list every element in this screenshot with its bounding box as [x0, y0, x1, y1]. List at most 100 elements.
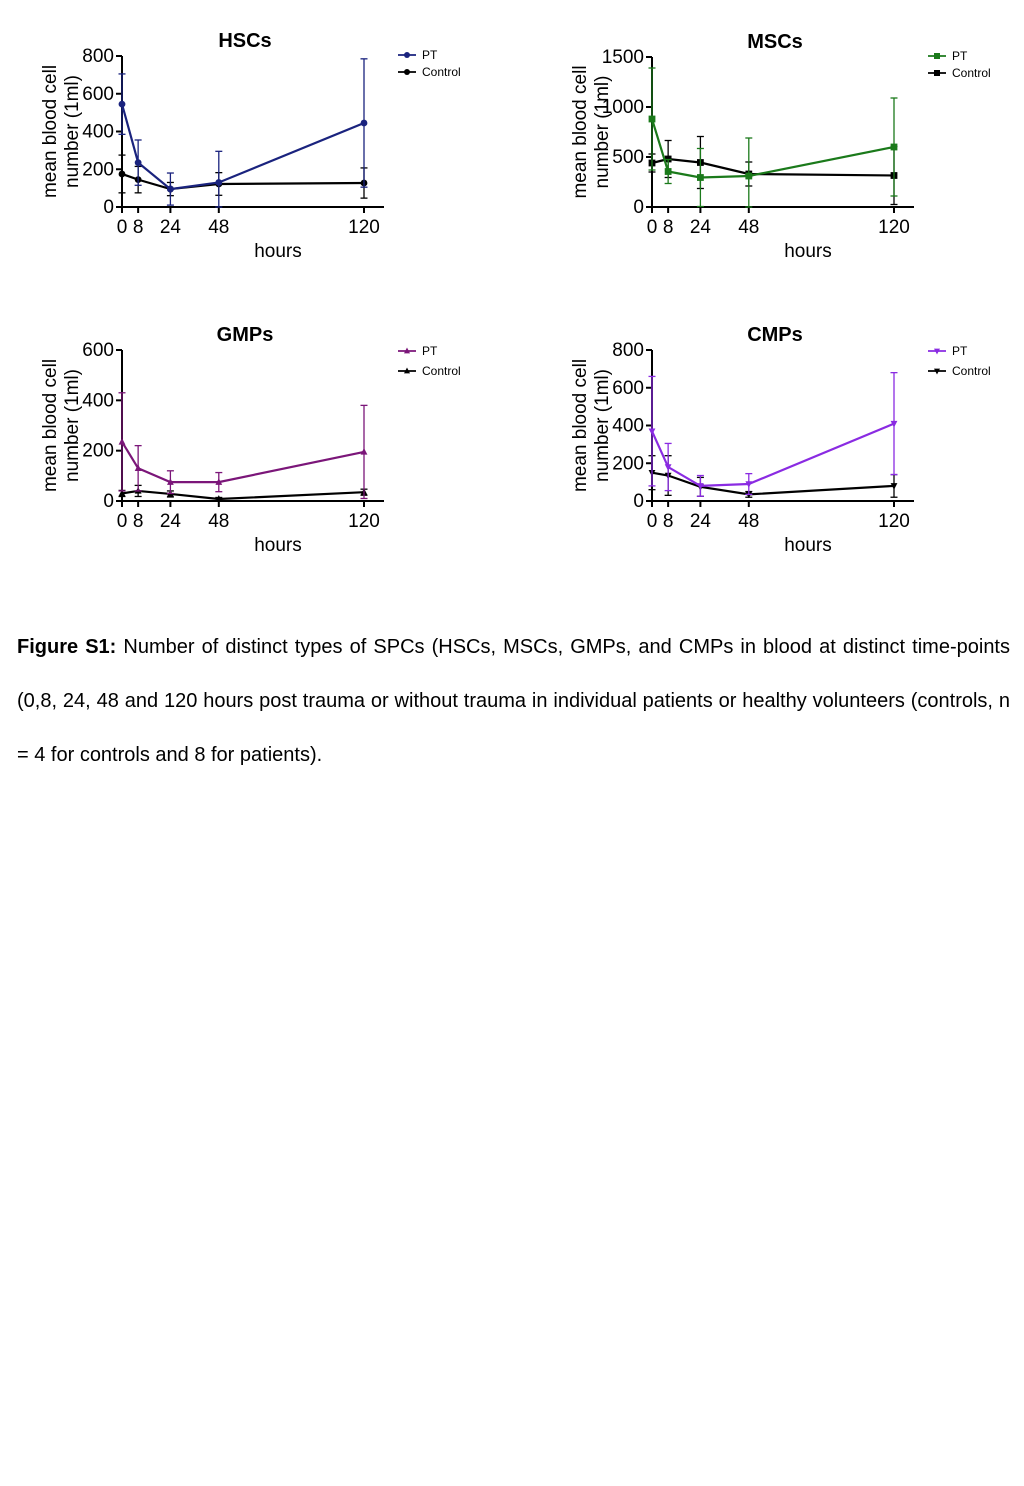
y-axis-label: number (1ml): [592, 369, 613, 482]
y-axis-label: number (1ml): [62, 369, 83, 482]
x-tick-label: 8: [133, 511, 144, 532]
y-tick-label: 800: [82, 46, 114, 67]
data-point: [697, 174, 704, 181]
legend-marker: [934, 348, 940, 355]
series-line: [651, 471, 895, 496]
y-axis-label: mean blood cell: [570, 65, 591, 198]
data-point: [697, 483, 704, 490]
y-tick-label: 200: [612, 453, 644, 474]
x-tick-label: 24: [690, 511, 712, 532]
data-point: [134, 159, 142, 167]
y-tick-label: 600: [612, 378, 644, 399]
chart-title: GMPs: [217, 324, 274, 346]
data-point: [890, 483, 898, 490]
y-tick-label: 0: [103, 197, 114, 218]
data-point: [648, 115, 656, 123]
caption-label: Figure S1:: [17, 636, 117, 658]
figure-caption: Figure S1: Number of distinct types of S…: [17, 620, 1010, 782]
y-tick-label: 1000: [602, 97, 644, 118]
data-point: [664, 168, 672, 175]
x-tick-label: 120: [878, 217, 910, 238]
y-tick-label: 0: [633, 491, 644, 512]
data-point: [167, 478, 174, 485]
data-point: [745, 481, 753, 488]
legend-marker: [934, 53, 940, 59]
x-tick-label: 24: [690, 217, 712, 238]
data-point: [215, 495, 223, 502]
legend-marker: [934, 368, 940, 375]
series-line: [121, 441, 365, 484]
x-tick-label: 120: [348, 511, 380, 532]
legend-label: Control: [952, 66, 991, 80]
y-tick-label: 400: [612, 416, 644, 437]
x-tick-label: 48: [738, 217, 759, 238]
data-point: [118, 100, 126, 108]
legend-label: PT: [422, 344, 438, 358]
legend-marker: [404, 347, 410, 354]
data-point: [134, 464, 142, 472]
data-point: [215, 179, 223, 186]
series-pt: [118, 58, 368, 208]
data-point: [664, 464, 672, 471]
x-tick-label: 8: [133, 217, 144, 238]
chart-gmps: GMPs 0 200 400 600 0 8 24 48 120 hours mean blood c…: [40, 324, 461, 556]
x-tick-label: 24: [160, 511, 182, 532]
x-axis-label: hours: [784, 535, 832, 556]
y-tick-label: 400: [82, 390, 114, 411]
chart-mscs: MSCs 0 500 1000 1500 0 8 24 48 120 hours mean blood…: [570, 31, 991, 262]
chart-title: HSCs: [218, 30, 271, 52]
series-line: [650, 118, 895, 179]
series-control: [118, 484, 368, 502]
legend-marker: [404, 69, 410, 75]
legend-label: Control: [952, 364, 991, 378]
data-point: [360, 119, 368, 127]
series-line: [651, 157, 895, 177]
x-tick-label: 24: [160, 217, 182, 238]
x-tick-label: 8: [663, 511, 674, 532]
chart-title: CMPs: [747, 324, 803, 346]
legend-label: PT: [952, 344, 968, 358]
series-pt: [118, 392, 368, 500]
legend-label: PT: [952, 49, 968, 63]
x-tick-label: 0: [117, 511, 128, 532]
y-axis-label: mean blood cell: [40, 65, 61, 198]
data-point: [118, 170, 126, 178]
data-point: [745, 172, 753, 180]
x-tick-label: 0: [117, 217, 128, 238]
legend-marker: [404, 367, 410, 374]
figure-charts: HSCs 0 200 400 600 800 0 8 24 48 120 hours mean bloo…: [0, 0, 1024, 580]
x-tick-label: 48: [208, 217, 229, 238]
series-line: [121, 489, 365, 501]
y-tick-label: 800: [612, 340, 644, 361]
y-axis-label: mean blood cell: [40, 359, 61, 492]
data-point: [890, 420, 898, 428]
x-axis-label: hours: [254, 241, 302, 262]
legend-label: Control: [422, 65, 461, 79]
series-pt: [648, 67, 898, 208]
data-point: [118, 437, 126, 445]
series-line: [121, 172, 365, 191]
x-tick-label: 8: [663, 217, 674, 238]
data-point: [167, 185, 174, 193]
y-tick-label: 200: [82, 441, 114, 462]
y-tick-label: 400: [82, 122, 114, 143]
data-point: [648, 428, 656, 436]
y-axis-label: number (1ml): [62, 75, 83, 188]
x-tick-label: 120: [878, 511, 910, 532]
chart-title: MSCs: [747, 31, 803, 53]
y-tick-label: 600: [82, 340, 114, 361]
data-point: [360, 448, 368, 455]
chart-cmps: CMPs 0 200 400 600 800 0 8 24 48 120 hours mean bloo…: [570, 324, 991, 556]
data-point: [215, 478, 223, 485]
x-tick-label: 0: [647, 217, 658, 238]
series-pt: [648, 371, 898, 497]
y-axis-label: number (1ml): [592, 76, 613, 189]
y-tick-label: 0: [103, 491, 114, 512]
data-point: [890, 143, 898, 151]
y-tick-label: 1500: [602, 47, 644, 68]
y-tick-label: 600: [82, 84, 114, 105]
y-axis-label: mean blood cell: [570, 359, 591, 492]
data-point: [118, 489, 126, 497]
y-tick-label: 200: [82, 159, 114, 180]
